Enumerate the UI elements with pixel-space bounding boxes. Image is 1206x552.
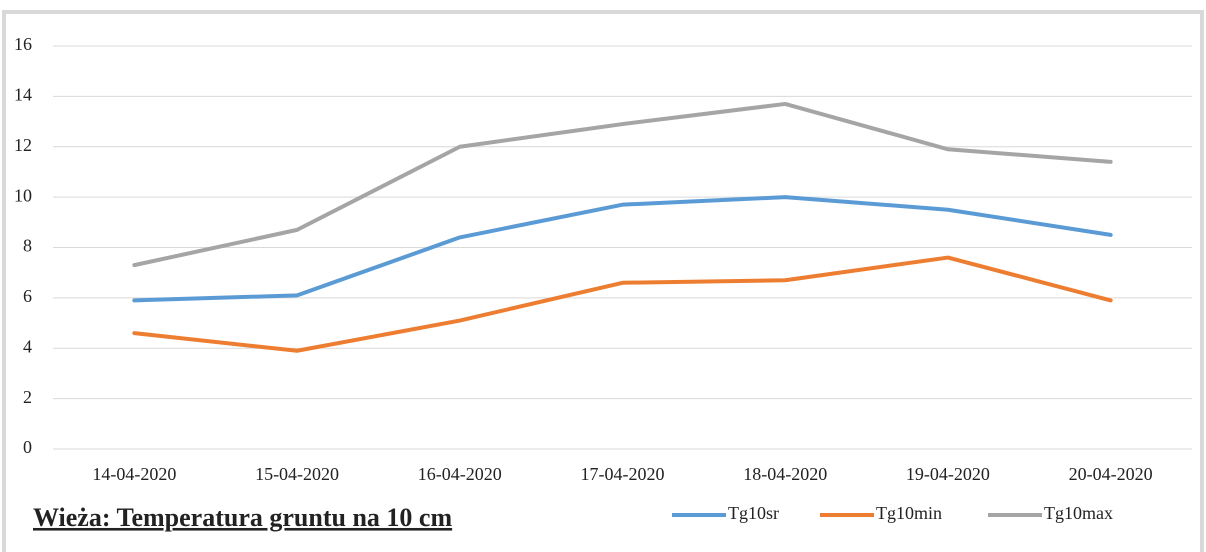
- x-tick-label: 16-04-2020: [418, 464, 502, 484]
- y-tick-label: 14: [14, 85, 32, 105]
- y-tick-label: 8: [23, 236, 32, 256]
- y-tick-label: 6: [23, 286, 32, 306]
- legend-label: Tg10max: [1044, 503, 1113, 523]
- y-tick-label: 4: [23, 336, 32, 356]
- x-tick-label: 15-04-2020: [255, 464, 339, 484]
- y-tick-label: 0: [23, 437, 32, 457]
- x-tick-label: 20-04-2020: [1069, 464, 1153, 484]
- x-tick-label: 14-04-2020: [92, 464, 176, 484]
- chart-frame: [2, 10, 1204, 552]
- x-tick-label: 18-04-2020: [743, 464, 827, 484]
- legend-label: Tg10min: [876, 503, 942, 523]
- legend-label: Tg10sr: [728, 503, 779, 523]
- series-line: [132, 101, 1113, 268]
- chart-title: Wieża: Temperatura gruntu na 10 cm: [33, 503, 452, 532]
- series-line: [132, 195, 1113, 303]
- y-tick-label: 2: [23, 387, 32, 407]
- y-tick-label: 12: [14, 135, 32, 155]
- y-tick-label: 10: [14, 185, 32, 205]
- series-line: [132, 255, 1113, 353]
- y-tick-label: 16: [14, 34, 32, 54]
- x-tick-label: 19-04-2020: [906, 464, 990, 484]
- x-tick-label: 17-04-2020: [581, 464, 665, 484]
